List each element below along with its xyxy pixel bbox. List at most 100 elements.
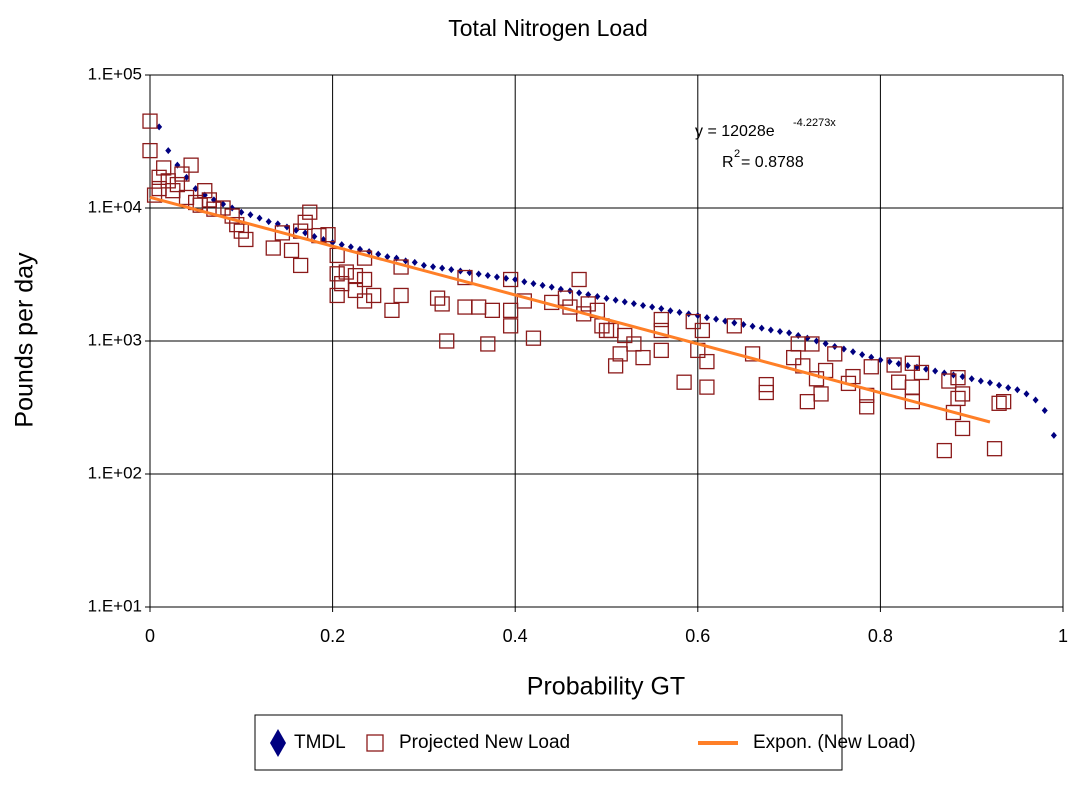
x-tick-label: 0.2 [320,626,345,646]
data-point [297,214,313,231]
data-point [439,333,455,349]
data-point [767,326,774,334]
data-point [283,223,290,231]
data-point [411,258,418,266]
data-point [891,374,907,390]
data-point [197,183,213,199]
data-point [165,183,181,199]
data-point [384,253,391,261]
data-point [649,303,656,311]
data-point [685,310,692,318]
data-point [859,351,866,359]
data-point [959,373,966,381]
data-point [265,218,272,226]
data-point [142,142,158,159]
trend-equation: y = 12028e [695,123,775,140]
data-point [676,374,692,390]
data-point [256,214,263,222]
data-point [607,358,624,374]
data-point [525,330,542,346]
data-point [347,282,364,299]
x-tick-label: 0 [145,626,155,646]
data-point [1050,431,1057,439]
data-point [420,261,427,269]
data-point [813,386,829,402]
x-tick-label: 0.6 [685,626,710,646]
data-point [954,420,971,437]
data-point [475,270,482,278]
data-point [347,267,364,284]
data-point [493,273,500,281]
data-point [530,280,537,288]
data-point [439,264,446,272]
data-point [904,379,921,395]
data-point [726,318,742,334]
x-tick-label: 1 [1058,626,1068,646]
data-point [457,269,473,286]
data-point [215,200,231,216]
data-point [238,231,254,248]
data-point [713,315,720,323]
data-point [603,322,619,339]
legend-box [254,714,843,771]
data-point [868,353,875,361]
data-point [950,371,957,379]
data-point [621,298,628,306]
data-point [658,305,665,313]
legend-label: TMDL [294,732,346,753]
data-point [694,322,711,339]
data-point [1023,390,1030,398]
data-point [744,346,761,362]
r2-sup: 2 [734,148,740,160]
data-point [338,264,354,280]
data-point [996,381,1003,389]
data-point [329,266,345,282]
data-point [576,289,583,297]
data-point [484,302,501,319]
data-point [502,318,519,334]
data-point [571,271,587,288]
data-point [142,113,158,129]
data-point [845,368,861,385]
chart-title: Total Nitrogen Load [448,15,647,41]
data-point [151,169,167,186]
data-point [448,266,455,274]
data-point [612,346,628,362]
data-point [366,287,382,304]
data-point [804,336,820,352]
data-point [356,271,373,288]
data-point [699,353,715,370]
data-point [302,229,309,237]
data-point [986,379,993,387]
r2-value: = 0.8788 [741,154,804,171]
data-point [954,386,971,402]
data-point [996,393,1012,410]
data-point [653,311,669,328]
data-point [685,313,701,330]
data-point [429,290,446,306]
data-point [786,349,802,366]
data-point [178,189,195,206]
data-point [941,373,957,389]
data-point [347,243,354,251]
data-point [799,393,816,410]
data-point [375,250,382,258]
data-point [169,176,186,193]
data-point [512,276,519,284]
data-point [950,390,966,407]
data-point [676,308,683,316]
data-point [703,314,710,322]
data-point [968,375,975,383]
data-point [292,257,309,274]
data-point [165,147,172,155]
x-axis-label: Probability GT [527,673,685,701]
y-tick-label: 1.E+04 [88,197,142,216]
data-point [384,302,400,319]
data-point [183,157,199,173]
data-point [206,201,222,217]
data-point [630,300,637,308]
data-point [393,287,409,304]
data-point [174,166,190,182]
data-point [612,296,619,304]
